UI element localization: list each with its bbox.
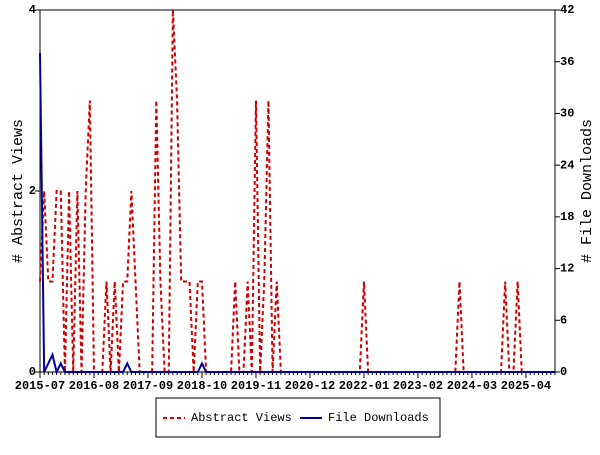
y2-tick-label: 42 (560, 3, 574, 17)
x-tick-label: 2016-08 (69, 379, 119, 393)
x-tick-label: 2019-11 (231, 379, 281, 393)
x-tick-label: 2020-12 (285, 379, 335, 393)
y-axis-label: # Abstract Views (10, 119, 27, 263)
series-line (39, 9, 555, 373)
y-tick-label: 4 (29, 3, 36, 17)
x-tick-label: 2022-01 (339, 379, 389, 393)
legend-box (155, 397, 441, 438)
x-tick-label: 2025-04 (501, 379, 551, 393)
x-tick-label: 2017-09 (123, 379, 173, 393)
x-tick-label: 2023-02 (393, 379, 443, 393)
y2-tick-label: 36 (560, 55, 574, 69)
y2-axis-label: # File Downloads (579, 119, 596, 263)
x-tick-label: 2018-10 (177, 379, 227, 393)
y-tick-label: 0 (29, 365, 36, 379)
y2-tick-label: 12 (560, 262, 574, 276)
y2-tick-label: 6 (560, 313, 567, 327)
y2-tick-label: 24 (560, 158, 574, 172)
legend-label: Abstract Views (191, 411, 292, 425)
legend-label: File Downloads (328, 411, 429, 425)
series-line (39, 53, 555, 375)
y2-tick-label: 18 (560, 210, 574, 224)
x-tick-label: 2015-07 (15, 379, 65, 393)
y-tick-label: 2 (29, 184, 36, 198)
y2-tick-label: 0 (560, 365, 567, 379)
x-tick-label: 2024-03 (447, 379, 497, 393)
y2-tick-label: 30 (560, 107, 574, 121)
